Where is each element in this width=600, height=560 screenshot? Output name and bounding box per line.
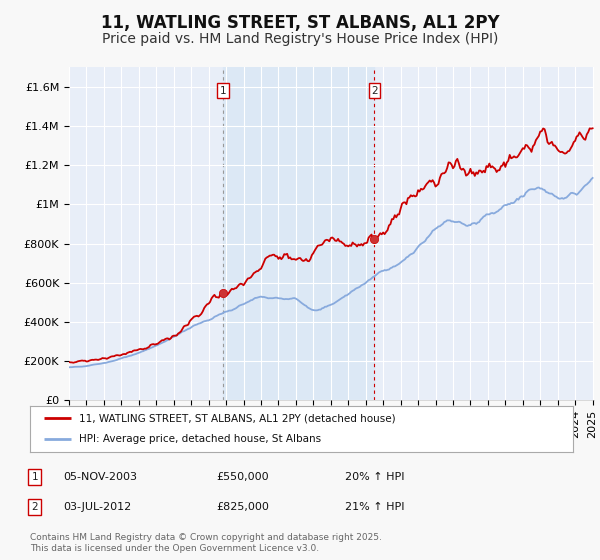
- Text: Contains HM Land Registry data © Crown copyright and database right 2025.
This d: Contains HM Land Registry data © Crown c…: [30, 533, 382, 553]
- Text: 21% ↑ HPI: 21% ↑ HPI: [345, 502, 404, 512]
- Text: 1: 1: [220, 86, 226, 96]
- Text: £550,000: £550,000: [216, 472, 269, 482]
- Text: 2: 2: [31, 502, 38, 512]
- Text: 11, WATLING STREET, ST ALBANS, AL1 2PY: 11, WATLING STREET, ST ALBANS, AL1 2PY: [101, 14, 499, 32]
- Text: 20% ↑ HPI: 20% ↑ HPI: [345, 472, 404, 482]
- Text: £825,000: £825,000: [216, 502, 269, 512]
- Text: 05-NOV-2003: 05-NOV-2003: [63, 472, 137, 482]
- Text: HPI: Average price, detached house, St Albans: HPI: Average price, detached house, St A…: [79, 434, 321, 444]
- Text: 03-JUL-2012: 03-JUL-2012: [63, 502, 131, 512]
- Text: 11, WATLING STREET, ST ALBANS, AL1 2PY (detached house): 11, WATLING STREET, ST ALBANS, AL1 2PY (…: [79, 413, 395, 423]
- Text: Price paid vs. HM Land Registry's House Price Index (HPI): Price paid vs. HM Land Registry's House …: [102, 32, 498, 46]
- Text: 1: 1: [31, 472, 38, 482]
- Text: 2: 2: [371, 86, 378, 96]
- Bar: [223, 67, 374, 400]
